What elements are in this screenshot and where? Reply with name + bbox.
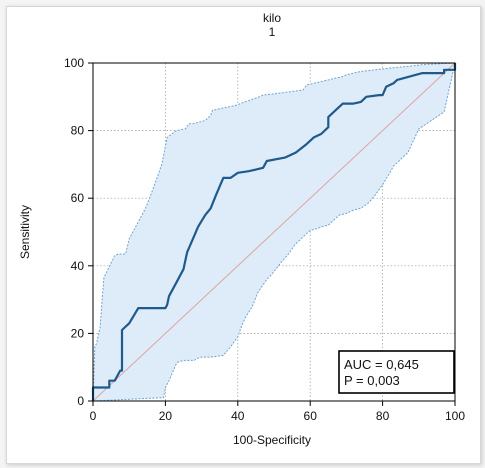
- x-tick-label-2: 40: [231, 409, 245, 423]
- chart-window: kilo 1 0 20 40 60 80 100 0 20 40 60 80 100 100-Spe…: [6, 6, 481, 464]
- x-tick-label-5: 100: [445, 409, 465, 423]
- roc-chart: kilo 1 0 20 40 60 80 100 0 20 40 60 80 100 100-Spe…: [7, 7, 480, 463]
- y-tick-label-5: 100: [64, 56, 84, 70]
- x-axis-title: 100-Specificity: [233, 433, 311, 447]
- stats-box: AUC = 0,645 P = 0,003: [338, 350, 455, 394]
- y-tick-label-4: 80: [71, 124, 85, 138]
- y-tick-label-2: 40: [71, 259, 85, 273]
- y-tick-label-0: 0: [77, 394, 84, 408]
- chart-subtitle: 1: [269, 25, 276, 39]
- y-axis-ticks: 0 20 40 60 80 100: [64, 56, 93, 408]
- x-tick-label-0: 0: [90, 409, 97, 423]
- confidence-upper-line: [92, 62, 456, 402]
- y-tick-label-3: 60: [71, 191, 85, 205]
- y-axis-title: Sensitivity: [18, 205, 32, 259]
- auc-label: AUC = 0,645: [344, 357, 419, 372]
- confidence-lower-line: [92, 62, 456, 402]
- chart-title: kilo: [263, 11, 281, 25]
- x-tick-label-4: 80: [376, 409, 390, 423]
- x-axis-ticks: 0 20 40 60 80 100: [90, 401, 465, 423]
- p-value-label: P = 0,003: [344, 373, 400, 388]
- roc-curve-group: [91, 63, 457, 401]
- plot-frame: [92, 62, 456, 402]
- reference-line-group: [92, 62, 456, 402]
- roc-curve-line: [91, 63, 457, 401]
- stats-box-frame: [338, 350, 455, 394]
- y-tick-label-1: 20: [71, 326, 85, 340]
- reference-diagonal-line: [92, 62, 456, 402]
- x-tick-label-1: 20: [159, 409, 173, 423]
- x-tick-label-3: 60: [304, 409, 318, 423]
